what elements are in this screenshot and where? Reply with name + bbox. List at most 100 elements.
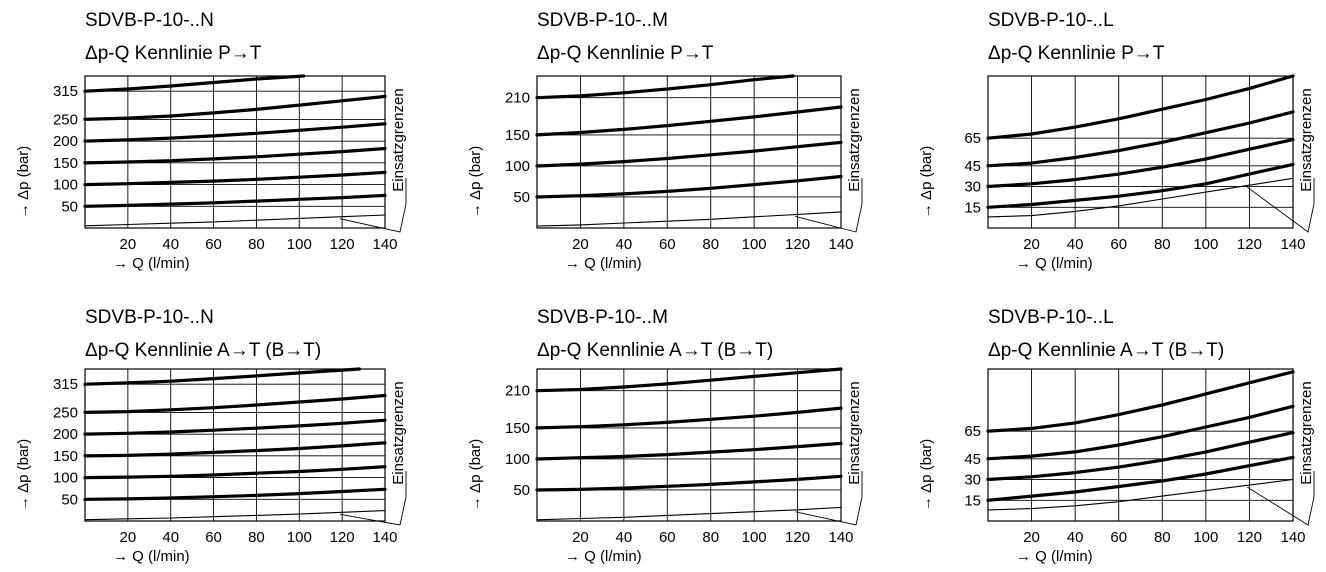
einsatzgrenzen-label: Einsatzgrenzen — [390, 88, 407, 191]
y-axis-label: → Δp (bar) — [15, 146, 32, 219]
chart-subtitle: Δp-Q Kennlinie A→T (B→T) — [537, 340, 773, 361]
series-line-3 — [83, 418, 387, 436]
y-axis-label: → Δp (bar) — [918, 146, 935, 219]
x-tick-label: 40 — [1067, 529, 1084, 546]
y-tick-label: 250 — [53, 111, 78, 128]
chart-subtitle: Δp-Q Kennlinie P→T — [537, 43, 714, 64]
y-tick-label: 250 — [53, 404, 78, 421]
series-line-4 — [83, 146, 387, 165]
y-tick-label: 150 — [505, 127, 530, 144]
y-tick-label: 315 — [53, 376, 78, 393]
einsatzgrenzen-label: Einsatzgrenzen — [1298, 88, 1315, 191]
y-tick-label: 315 — [53, 83, 78, 100]
annotation-leader-line — [1247, 471, 1315, 526]
einsatzgrenzen-label: Einsatzgrenzen — [1298, 381, 1315, 484]
y-tick-label: 210 — [505, 383, 530, 400]
series-line-4 — [986, 455, 1295, 502]
chart-subtitle: Δp-Q Kennlinie A→T (B→T) — [85, 340, 321, 361]
x-tick-label: 120 — [1237, 236, 1262, 253]
y-tick-label: 150 — [53, 155, 78, 172]
x-tick-label: 40 — [1067, 236, 1084, 253]
x-tick-label: 20 — [120, 236, 137, 253]
series-line-1 — [986, 74, 1295, 140]
annotation-leader-line — [795, 471, 863, 526]
y-tick-label: 150 — [53, 448, 78, 465]
x-tick-label: 120 — [330, 236, 355, 253]
x-tick-label: 80 — [702, 236, 719, 253]
x-tick-label: 80 — [248, 236, 265, 253]
y-tick-label: 50 — [61, 491, 78, 508]
einsatzgrenzen-label: Einsatzgrenzen — [846, 381, 863, 484]
y-tick-label: 45 — [964, 158, 981, 175]
series-line-3 — [535, 140, 843, 168]
x-tick-label: 100 — [287, 529, 312, 546]
series-line-2 — [535, 406, 843, 430]
x-tick-label: 20 — [572, 529, 589, 546]
y-tick-label: 65 — [964, 423, 981, 440]
chart-subtitle: Δp-Q Kennlinie A→T (B→T) — [988, 340, 1224, 361]
y-tick-label: 30 — [964, 472, 981, 489]
chart-title: SDVB-P-10-..L — [988, 10, 1114, 31]
y-tick-label: 100 — [505, 451, 530, 468]
x-tick-label: 40 — [162, 236, 179, 253]
x-tick-label: 140 — [372, 529, 397, 546]
plot-frame — [84, 75, 386, 229]
y-tick-label: 200 — [53, 133, 78, 150]
x-tick-label: 140 — [1280, 236, 1305, 253]
series-line-3 — [986, 431, 1295, 482]
x-tick-label: 100 — [1193, 236, 1218, 253]
x-tick-label: 20 — [1023, 529, 1040, 546]
x-tick-label: 60 — [205, 529, 222, 546]
x-axis-label: → Q (l/min) — [565, 255, 642, 272]
series-line-4 — [535, 474, 843, 492]
series-limit-line — [536, 506, 842, 521]
y-axis-label: → Δp (bar) — [467, 439, 484, 512]
chart-panel-1: SDVB-P-10-..N Δp-Q Kennlinie P→T 50 100 150 2… — [15, 10, 407, 272]
y-tick-label: 45 — [964, 451, 981, 468]
plot-frame — [987, 368, 1294, 522]
y-tick-label: 65 — [964, 130, 981, 147]
x-tick-label: 100 — [742, 529, 767, 546]
series-line-5 — [83, 465, 387, 480]
x-axis-label: → Q (l/min) — [113, 255, 190, 272]
y-tick-label: 30 — [964, 179, 981, 196]
y-axis-label: → Δp (bar) — [918, 439, 935, 512]
x-axis-label: → Q (l/min) — [1016, 255, 1093, 272]
series-line-1 — [83, 74, 306, 93]
x-tick-label: 140 — [828, 529, 853, 546]
y-axis-label: → Δp (bar) — [15, 439, 32, 512]
x-axis-label: → Q (l/min) — [565, 548, 642, 565]
y-tick-label: 100 — [505, 158, 530, 175]
plot-frame — [536, 75, 842, 229]
series-line-6 — [83, 487, 387, 501]
chart-subtitle: Δp-Q Kennlinie P→T — [85, 43, 262, 64]
series-line-5 — [83, 170, 387, 187]
series-limit-line — [84, 214, 386, 227]
series-limit-line — [84, 510, 386, 521]
chart-subtitle: Δp-Q Kennlinie P→T — [988, 43, 1165, 64]
series-line-4 — [535, 174, 843, 199]
plot-frame — [536, 368, 842, 522]
chart-title: SDVB-P-10-..N — [85, 307, 214, 328]
x-tick-label: 120 — [785, 236, 810, 253]
series-limit-line — [536, 211, 842, 227]
series-line-3 — [986, 138, 1295, 189]
plot-frame — [987, 75, 1294, 229]
y-axis-label: → Δp (bar) — [467, 146, 484, 219]
x-tick-label: 80 — [702, 529, 719, 546]
y-tick-label: 150 — [505, 420, 530, 437]
x-tick-label: 40 — [616, 529, 633, 546]
series-line-2 — [83, 393, 387, 414]
series-line-1 — [83, 367, 361, 386]
x-tick-label: 140 — [1280, 529, 1305, 546]
x-tick-label: 80 — [1154, 529, 1171, 546]
series-line-1 — [535, 367, 843, 393]
x-tick-label: 120 — [785, 529, 810, 546]
series-line-4 — [986, 162, 1295, 209]
y-tick-label: 15 — [964, 492, 981, 509]
x-tick-label: 80 — [1154, 236, 1171, 253]
x-tick-label: 80 — [248, 529, 265, 546]
x-tick-label: 60 — [659, 529, 676, 546]
series-line-1 — [986, 370, 1295, 433]
